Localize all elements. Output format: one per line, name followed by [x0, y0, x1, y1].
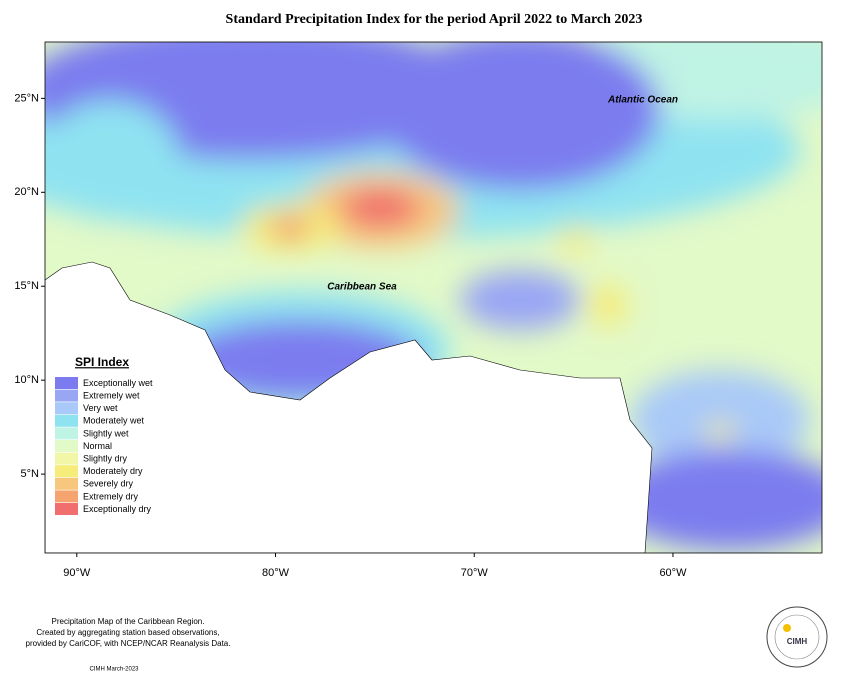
footer-line: Precipitation Map of the Caribbean Regio…: [52, 617, 205, 626]
x-tick-label: 70°W: [461, 567, 489, 579]
x-tick-label: 90°W: [63, 567, 91, 579]
logo-sun: [783, 624, 791, 632]
y-tick-label: 15°N: [14, 280, 39, 292]
legend-swatch: [55, 402, 78, 415]
x-tick-label: 80°W: [262, 567, 290, 579]
legend-swatch: [55, 465, 78, 478]
legend-swatch: [55, 389, 78, 402]
legend-label: Slightly wet: [83, 428, 129, 438]
legend-label: Slightly dry: [83, 453, 128, 463]
x-tick-label: 60°W: [659, 567, 687, 579]
logo-ring: [766, 606, 828, 668]
legend-swatch: [55, 477, 78, 490]
y-tick-label: 25°N: [14, 92, 39, 104]
spi-field: [45, 42, 822, 553]
legend-swatch: [55, 503, 78, 515]
y-tick-label: 20°N: [14, 186, 39, 198]
legend-swatch: [55, 490, 78, 503]
legend-label: Extremely dry: [83, 491, 139, 501]
credit: CIMH March-2023: [89, 667, 139, 673]
y-tick-label: 10°N: [14, 374, 39, 386]
footer-line: Created by aggregating station based obs…: [36, 628, 219, 637]
legend-label: Very wet: [83, 403, 118, 413]
legend-swatch: [55, 440, 78, 452]
legend-label: Extremely wet: [83, 390, 140, 400]
logo: CIMH: [766, 606, 828, 668]
land-central-south-america: [45, 261, 653, 553]
ocean-label: Atlantic Ocean: [607, 95, 678, 106]
footer-line: provided by CariCOF, with NCEP/NCAR Rean…: [26, 639, 231, 648]
legend-label: Exceptionally dry: [83, 504, 152, 514]
ocean-label: Caribbean Sea: [327, 282, 397, 293]
legend-label: Exceptionally wet: [83, 378, 153, 388]
legend-swatch: [55, 427, 78, 440]
legend-swatch: [55, 377, 78, 389]
legend-title: SPI Index: [75, 355, 129, 369]
footer: Precipitation Map of the Caribbean Regio…: [26, 617, 231, 672]
legend-label: Normal: [83, 441, 112, 451]
legend-swatch: [55, 452, 78, 465]
y-tick-label: 5°N: [21, 468, 40, 480]
map-title: Standard Precipitation Index for the per…: [226, 12, 643, 27]
legend: SPI Index Exceptionally wet Extremely wet…: [55, 355, 153, 515]
legend-label: Moderately wet: [83, 416, 145, 426]
logo-inner: [774, 614, 820, 660]
map-frame: [44, 41, 823, 554]
legend-swatch: [55, 414, 78, 427]
logo-text: CIMH: [787, 637, 808, 646]
legend-label: Severely dry: [83, 479, 134, 489]
legend-label: Moderately dry: [83, 466, 143, 476]
